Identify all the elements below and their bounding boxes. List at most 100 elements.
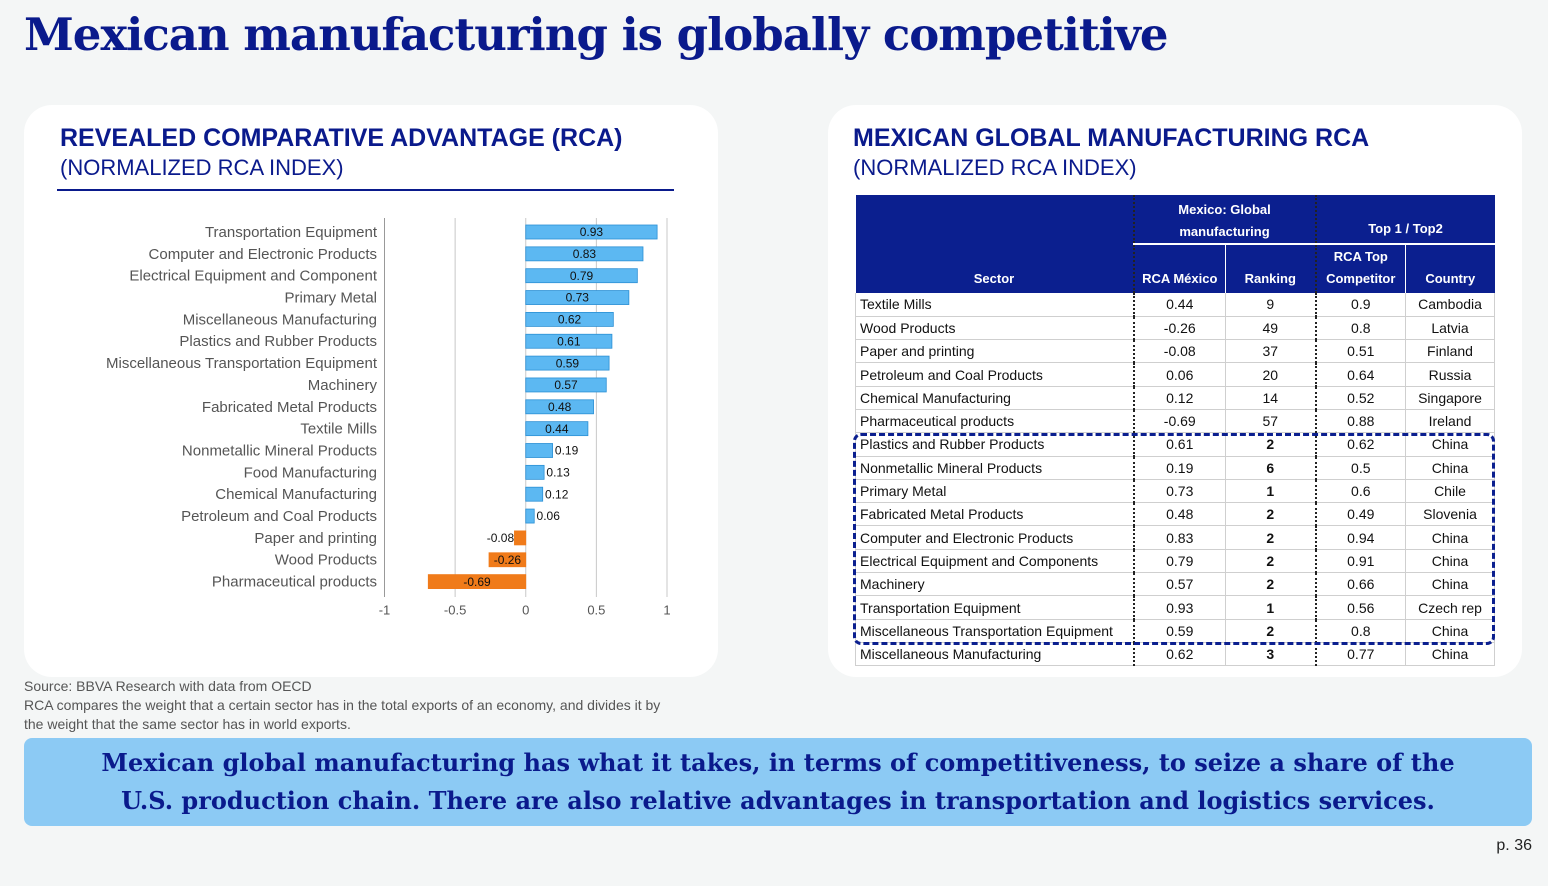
table-cell: 0.94 [1314, 525, 1406, 550]
value-label: 0.48 [548, 400, 572, 414]
table-cell: Primary Metal [855, 479, 1134, 504]
page-number: p. 36 [1496, 837, 1532, 854]
category-label: Wood Products [275, 552, 377, 569]
table-cell: 0.52 [1314, 386, 1406, 410]
table-cell: -0.69 [1132, 409, 1226, 434]
table-cell: Paper and printing [855, 339, 1134, 364]
table-cell: Singapore [1405, 386, 1496, 410]
table-row: Petroleum and Coal Products 0.06 20 0.64 Rus… [855, 362, 1496, 387]
table-cell: Plastics and Rubber Products [855, 432, 1134, 457]
bar [525, 246, 644, 262]
table-cell: 0.64 [1314, 362, 1406, 387]
category-label: Petroleum and Coal Products [181, 508, 377, 525]
bar [525, 224, 658, 240]
table-cell: China [1405, 456, 1496, 480]
table-row: Wood Products -0.26 49 0.8 Latvia [855, 316, 1496, 341]
title-rule [57, 189, 674, 191]
table-cell: Czech rep [1405, 595, 1496, 620]
category-label: Electrical Equipment and Component [129, 268, 377, 285]
table-row: Computer and Electronic Products 0.83 2 0.9… [855, 525, 1496, 550]
x-tick-label: 0 [522, 602, 529, 617]
x-tick-label: -0.5 [444, 602, 466, 617]
note: the weight that the same sector has in w… [24, 716, 351, 732]
table-cell: 2 [1224, 549, 1316, 574]
bar [525, 443, 553, 458]
table-cell: Nonmetallic Mineral Products [855, 456, 1134, 480]
table-cell: 14 [1224, 386, 1316, 410]
table-cell: Petroleum and Coal Products [855, 362, 1134, 387]
table-cell: -0.08 [1132, 339, 1226, 364]
table-cell: 0.19 [1132, 456, 1226, 480]
table-cell: 1 [1224, 479, 1316, 504]
category-label: Textile Mills [300, 421, 377, 438]
table-cell: 57 [1224, 409, 1316, 434]
table-row: Machinery 0.57 2 0.66 China [855, 572, 1496, 597]
value-label: 0.93 [580, 225, 604, 239]
table-cell: Slovenia [1405, 502, 1496, 527]
category-label: Paper and printing [254, 530, 377, 547]
category-label: Miscellaneous Manufacturing [183, 311, 377, 328]
table-cell: 6 [1224, 456, 1316, 480]
table-cell: Transportation Equipment [855, 595, 1134, 620]
column-header: Ranking [1224, 244, 1316, 293]
category-label: Computer and Electronic Products [149, 246, 377, 263]
table-cell: 0.73 [1132, 479, 1226, 504]
table-cell: 0.8 [1314, 316, 1406, 341]
table-cell: 3 [1224, 642, 1316, 667]
bar [525, 311, 614, 327]
value-label: 0.19 [555, 444, 579, 458]
table-cell: 0.59 [1132, 619, 1226, 643]
callout: Mexican global manufacturing has what it… [24, 738, 1532, 826]
table-cell: Cambodia [1405, 293, 1496, 317]
table-cell: 0.62 [1132, 642, 1226, 667]
category-label: Fabricated Metal Products [202, 399, 377, 416]
table-cell: 0.79 [1132, 549, 1226, 574]
category-label: Plastics and Rubber Products [179, 333, 377, 350]
source-note: Source: BBVA Research with data from OEC… [24, 678, 312, 694]
value-label: 0.73 [566, 291, 590, 305]
table-cell: 0.61 [1132, 432, 1226, 457]
category-label: Transportation Equipment [205, 224, 378, 241]
bar [525, 333, 613, 349]
table-cell: 1 [1224, 595, 1316, 620]
table-cell: 2 [1224, 502, 1316, 527]
table-row: Primary Metal 0.73 1 0.6 Chile [855, 479, 1496, 504]
table-cell: 2 [1224, 619, 1316, 643]
column-header: Country [1405, 244, 1495, 293]
value-label: -0.08 [487, 531, 515, 545]
table-cell: 0.5 [1314, 456, 1406, 480]
table-cell: Chemical Manufacturing [855, 386, 1134, 410]
table-cell: 0.9 [1314, 293, 1406, 317]
table-cell: 20 [1224, 362, 1316, 387]
table-cell: 0.8 [1314, 619, 1406, 643]
table-cell: 0.57 [1132, 572, 1226, 597]
table-cell: 0.83 [1132, 525, 1226, 550]
table-subtitle: (NORMALIZED RCA INDEX) [853, 155, 1137, 180]
table-row: Miscellaneous Transportation Equipment 0.… [855, 619, 1496, 643]
table-cell: Russia [1405, 362, 1496, 387]
callout-line: Mexican global manufacturing has what it… [101, 748, 1455, 777]
x-tick-label: -1 [379, 602, 391, 617]
table-cell: 0.77 [1314, 642, 1406, 667]
table-row: Transportation Equipment 0.93 1 0.56 Czech r… [855, 595, 1496, 620]
value-label: 0.79 [570, 269, 594, 283]
table-cell: Wood Products [855, 316, 1134, 341]
table-cell: Finland [1405, 339, 1496, 364]
table-cell: 0.56 [1314, 595, 1406, 620]
category-label: Machinery [308, 377, 378, 394]
header-group: Mexico: Global manufacturing [1132, 195, 1316, 245]
table-cell: Computer and Electronic Products [855, 525, 1134, 550]
chart-title: REVEALED COMPARATIVE ADVANTAGE (RCA) [60, 124, 623, 152]
table-cell: 0.49 [1314, 502, 1406, 527]
bar [525, 377, 607, 393]
table-cell: Electrical Equipment and Components [855, 549, 1134, 574]
table-cell: 0.44 [1132, 293, 1226, 317]
callout-line: U.S. production chain. There are also re… [121, 786, 1435, 815]
table-cell: China [1405, 642, 1496, 667]
x-tick-label: 1 [663, 602, 670, 617]
table-cell: 0.93 [1132, 595, 1226, 620]
table-cell: 0.06 [1132, 362, 1226, 387]
table-cell: China [1405, 432, 1496, 457]
